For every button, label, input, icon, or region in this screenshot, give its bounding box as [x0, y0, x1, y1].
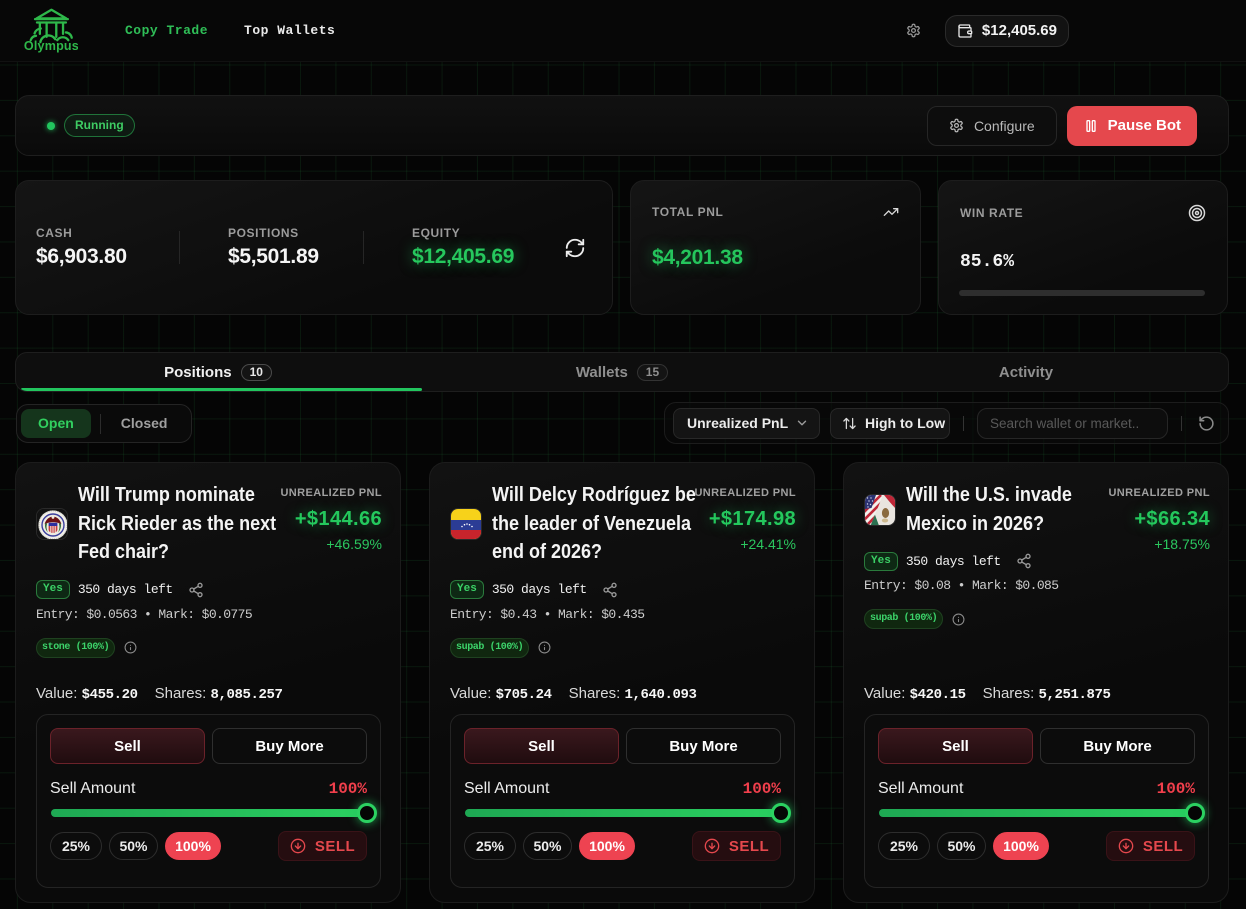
- svg-text:Olympus: Olympus: [24, 38, 78, 52]
